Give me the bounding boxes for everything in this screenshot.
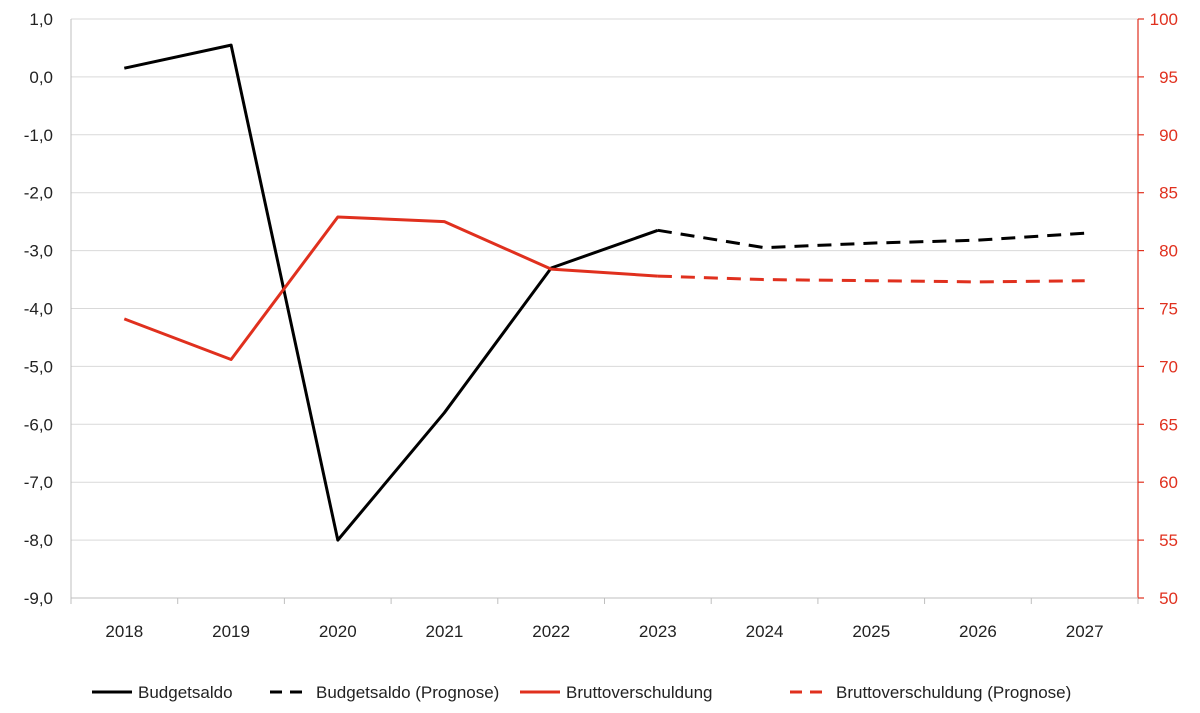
left-tick-label: -4,0: [24, 300, 53, 319]
left-tick-label: -6,0: [24, 415, 53, 434]
x-tick-label: 2020: [319, 622, 357, 641]
axes: [70, 18, 1144, 604]
right-tick-label: 60: [1159, 473, 1178, 492]
left-tick-label: -7,0: [24, 473, 53, 492]
x-tick-label: 2024: [746, 622, 784, 641]
x-tick-label: 2027: [1066, 622, 1104, 641]
series-line: [657, 274, 1085, 284]
legend-label: Bruttoverschuldung: [566, 683, 712, 702]
legend-label: Budgetsaldo (Prognose): [316, 683, 499, 702]
right-tick-label: 75: [1159, 300, 1178, 319]
series-line: [657, 228, 1085, 250]
left-tick-label: -5,0: [24, 357, 53, 376]
x-tick-label: 2026: [959, 622, 997, 641]
right-axis-ticks: 100 95 90 85 80 75 70 65 60 55 50: [1150, 10, 1178, 608]
left-tick-label: -8,0: [24, 531, 53, 550]
legend-label: Bruttoverschuldung (Prognose): [836, 683, 1071, 702]
right-tick-label: 70: [1159, 357, 1178, 376]
right-tick-label: 80: [1159, 242, 1178, 261]
left-tick-label: 1,0: [29, 10, 53, 29]
right-tick-label: 100: [1150, 10, 1178, 29]
series-line: [123, 43, 659, 542]
right-tick-label: 90: [1159, 126, 1178, 145]
gridlines: [71, 18, 1138, 599]
left-tick-label: -1,0: [24, 126, 53, 145]
x-tick-label: 2018: [105, 622, 143, 641]
legend: Budgetsaldo Budgetsaldo (Prognose) Bruttov…: [92, 683, 1071, 702]
right-tick-label: 50: [1159, 589, 1178, 608]
right-tick-label: 55: [1159, 531, 1178, 550]
x-tick-label: 2025: [852, 622, 890, 641]
left-tick-label: 0,0: [29, 68, 53, 87]
x-tick-label: 2022: [532, 622, 570, 641]
legend-label: Budgetsaldo: [138, 683, 233, 702]
right-tick-label: 65: [1159, 415, 1178, 434]
left-tick-label: -3,0: [24, 242, 53, 261]
series-lines: [123, 43, 1085, 542]
left-tick-label: -9,0: [24, 589, 53, 608]
x-tick-label: 2021: [426, 622, 464, 641]
x-axis-ticks: 2018 2019 2020 2021 2022 2023 2024 2025 2026 2027: [105, 622, 1103, 641]
series-line: [123, 215, 658, 361]
x-tick-label: 2019: [212, 622, 250, 641]
x-tick-label: 2023: [639, 622, 677, 641]
right-tick-label: 85: [1159, 184, 1178, 203]
left-tick-label: -2,0: [24, 184, 53, 203]
left-axis-ticks: 1,0 0,0 -1,0 -2,0 -3,0 -4,0 -5,0 -6,0 -7,0 -8,0 -9…: [24, 10, 53, 608]
right-tick-label: 95: [1159, 68, 1178, 87]
